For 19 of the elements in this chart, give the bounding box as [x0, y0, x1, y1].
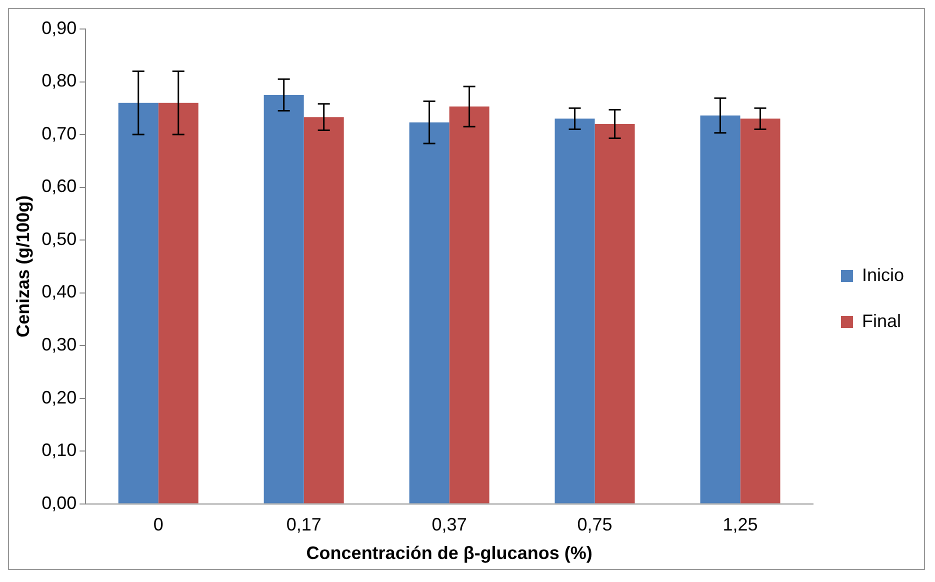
y-tick-label: 0,60 [42, 176, 77, 196]
x-tick-label: 0,37 [432, 514, 467, 535]
legend-label: Final [862, 310, 901, 331]
y-tick-label: 0,50 [42, 228, 77, 249]
x-axis-title: Concentración de β-glucanos (%) [306, 543, 592, 564]
x-tick-label: 0 [153, 514, 164, 535]
y-tick-label: 0,80 [42, 70, 77, 91]
legend-label: Inicio [862, 264, 904, 285]
y-tick-label: 0,70 [42, 123, 77, 144]
y-tick-label: 0,00 [42, 492, 77, 513]
y-tick-label: 0,40 [42, 282, 77, 302]
y-tick-label: 0,30 [42, 334, 77, 354]
y-tick-label: 0,90 [42, 18, 77, 38]
y-axis-title: Cenizas (g/100g) [12, 195, 33, 338]
y-tick-label: 0,20 [42, 387, 77, 408]
x-tick-label: 1,25 [722, 514, 758, 535]
x-tick-label: 0,75 [577, 514, 612, 535]
x-tick-label: 0,17 [286, 514, 322, 535]
y-tick-label: 0,10 [42, 440, 77, 460]
